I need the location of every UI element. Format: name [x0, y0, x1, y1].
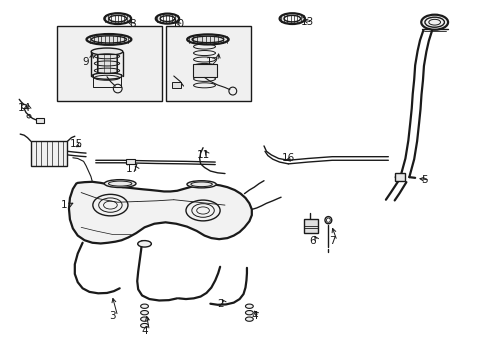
Ellipse shape — [245, 304, 253, 309]
Bar — [193, 64, 216, 77]
Ellipse shape — [245, 317, 253, 321]
Text: 4: 4 — [141, 325, 147, 336]
Ellipse shape — [141, 311, 148, 315]
Text: 15: 15 — [69, 139, 83, 149]
Bar — [165, 26, 250, 101]
Bar — [31, 141, 67, 166]
Ellipse shape — [245, 311, 253, 315]
Ellipse shape — [420, 15, 447, 30]
Text: 5: 5 — [421, 175, 427, 185]
Ellipse shape — [187, 35, 228, 44]
Text: 1: 1 — [61, 200, 67, 210]
Text: 13: 13 — [301, 17, 314, 27]
Text: 4: 4 — [250, 311, 257, 321]
Ellipse shape — [186, 181, 216, 188]
Ellipse shape — [86, 34, 131, 45]
Polygon shape — [69, 182, 251, 243]
Bar — [126, 159, 135, 164]
Bar — [57, 26, 161, 101]
Text: 9: 9 — [82, 57, 89, 67]
Ellipse shape — [91, 48, 122, 55]
Text: 8: 8 — [129, 19, 135, 29]
Text: 6: 6 — [309, 236, 315, 246]
Bar — [172, 82, 181, 88]
Ellipse shape — [104, 180, 136, 188]
Text: 10: 10 — [172, 19, 185, 29]
Text: 3: 3 — [109, 311, 116, 321]
Bar — [36, 118, 43, 123]
Text: 17: 17 — [125, 164, 139, 174]
Ellipse shape — [138, 240, 151, 247]
Ellipse shape — [156, 14, 179, 24]
Text: 7: 7 — [328, 236, 335, 246]
Text: 16: 16 — [281, 153, 294, 163]
Text: 2: 2 — [216, 299, 223, 309]
Text: 12: 12 — [206, 57, 219, 67]
Bar — [304, 219, 317, 233]
Text: 14: 14 — [18, 103, 31, 113]
Ellipse shape — [141, 323, 148, 328]
Ellipse shape — [141, 304, 148, 309]
Ellipse shape — [160, 16, 174, 22]
Ellipse shape — [104, 13, 131, 24]
Bar — [394, 173, 405, 181]
Bar — [97, 54, 117, 73]
Ellipse shape — [109, 15, 126, 22]
Ellipse shape — [279, 13, 305, 24]
Ellipse shape — [284, 15, 300, 22]
Text: 11: 11 — [196, 150, 209, 160]
Ellipse shape — [141, 317, 148, 321]
